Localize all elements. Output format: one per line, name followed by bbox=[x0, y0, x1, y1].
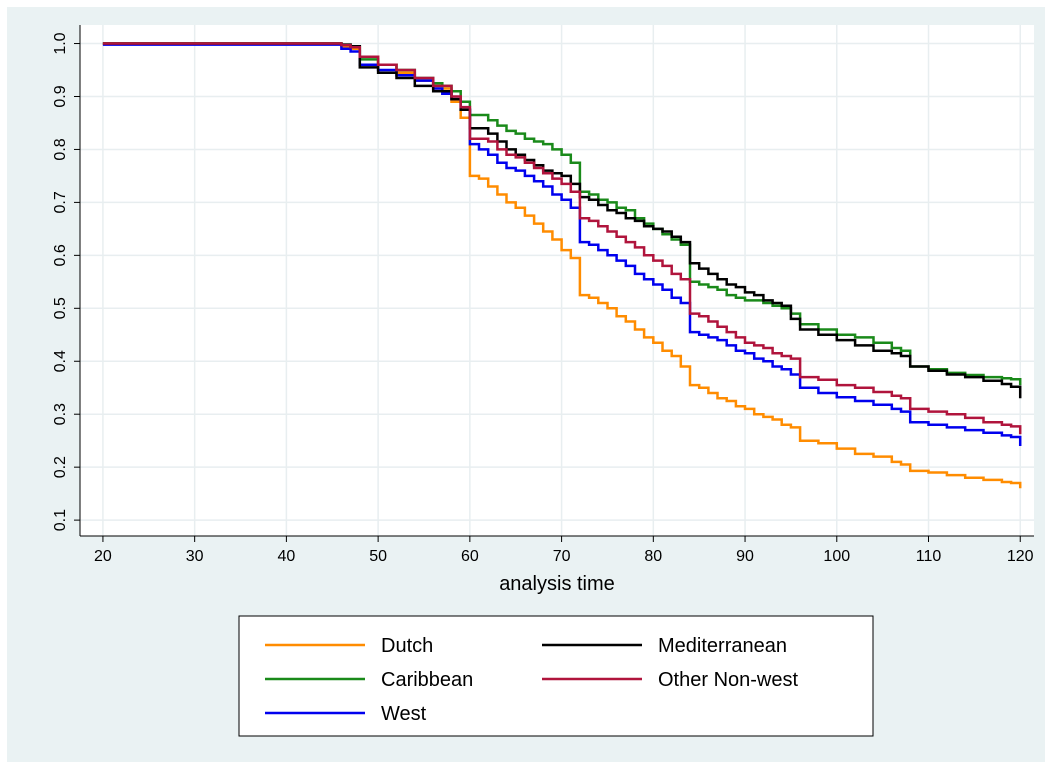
legend-item-dutch: Dutch bbox=[265, 635, 433, 657]
x-tick-label: 40 bbox=[277, 548, 295, 565]
survival-chart: 20 30 40 50 60 70 80 90 100 110 120 0.10.20.30.40.… bbox=[52, 25, 1034, 737]
legend-label: Other Non-west bbox=[658, 669, 798, 691]
series-lines bbox=[102, 42, 1022, 489]
x-tick-label: 30 bbox=[186, 548, 204, 565]
x-tick-label: 100 bbox=[823, 548, 850, 565]
x-tick-label: 20 bbox=[94, 548, 112, 565]
x-tick-label: 70 bbox=[553, 548, 571, 565]
x-axis-ticks: 20 30 40 50 60 70 80 90 100 110 120 bbox=[94, 536, 1034, 565]
y-tick-label: 0.1 bbox=[52, 509, 69, 531]
x-tick-label: 80 bbox=[644, 548, 662, 565]
x-tick-label: 60 bbox=[461, 548, 479, 565]
y-axis-ticks: 0.1 0.2 0.3 0.4 0.5 0.6 0.7 0.8 0.9 1.0 bbox=[52, 32, 80, 531]
legend-box bbox=[238, 615, 874, 737]
y-tick-label: 0.8 bbox=[52, 138, 69, 160]
legend-label: Dutch bbox=[381, 635, 433, 657]
plot-area bbox=[80, 25, 1034, 536]
legend-item-other-non-west: Other Non-west bbox=[542, 669, 798, 691]
legend: Dutch Mediterranean Caribbean Other Non-wes… bbox=[238, 615, 874, 737]
y-tick-label: 0.3 bbox=[52, 403, 69, 425]
grid-lines bbox=[80, 25, 1034, 536]
legend-label: Caribbean bbox=[381, 669, 473, 691]
x-tick-label: 110 bbox=[916, 548, 942, 565]
x-tick-label: 120 bbox=[1007, 548, 1034, 565]
y-tick-label: 0.5 bbox=[52, 297, 69, 319]
legend-item-mediterranean: Mediterranean bbox=[542, 635, 787, 657]
series-line-other-non-west bbox=[102, 42, 1022, 435]
y-tick-label: 0.7 bbox=[52, 191, 69, 213]
x-axis-title: analysis time bbox=[499, 573, 615, 595]
chart-figure: 20 30 40 50 60 70 80 90 100 110 120 0.1 0.2 0.3 0.4 0.… bbox=[7, 7, 1045, 762]
y-tick-label: 0.2 bbox=[52, 456, 69, 478]
y-tick-label: 0.9 bbox=[52, 85, 69, 107]
y-tick-label: 1.0 bbox=[52, 32, 69, 54]
legend-item-caribbean: Caribbean bbox=[265, 669, 473, 691]
y-tick-label: 0.6 bbox=[52, 244, 69, 266]
y-tick-label: 0.4 bbox=[52, 350, 69, 372]
legend-item-west: West bbox=[265, 703, 427, 725]
legend-label: Mediterranean bbox=[658, 635, 787, 657]
legend-label: West bbox=[381, 703, 427, 725]
x-tick-label: 50 bbox=[369, 548, 387, 565]
x-tick-label: 90 bbox=[736, 548, 754, 565]
series-line-dutch bbox=[102, 42, 1022, 489]
